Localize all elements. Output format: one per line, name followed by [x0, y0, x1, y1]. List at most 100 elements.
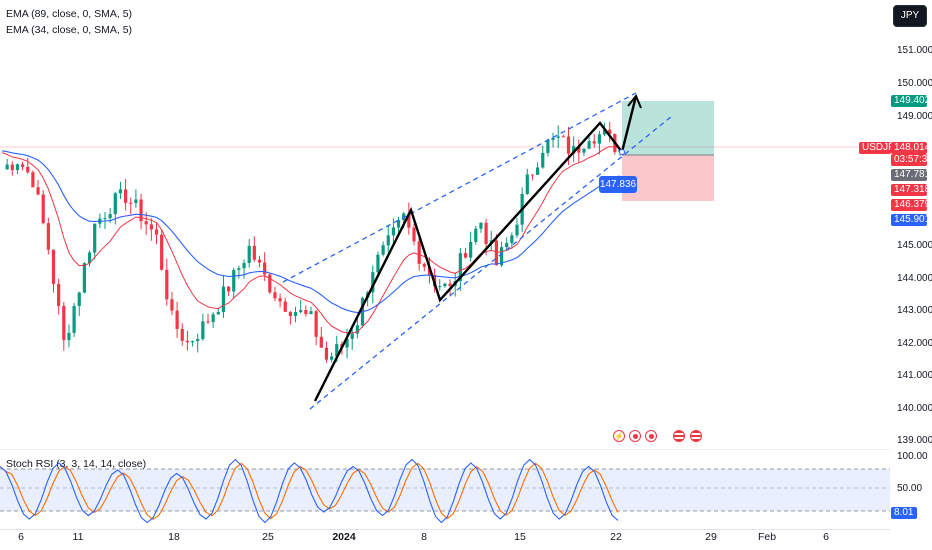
last-price-label: 148.014: [891, 142, 930, 154]
candle-body: [124, 189, 128, 203]
candle-body: [458, 253, 462, 281]
candle-body: [93, 223, 97, 253]
us-flag-event-icon[interactable]: [673, 430, 685, 442]
price-tick: 139.000: [897, 435, 932, 446]
price-tick: 142.000: [897, 338, 932, 349]
stoch-rsi-pane[interactable]: [0, 450, 890, 530]
ema34-legend[interactable]: EMA (34, close, 0, SMA, 5): [6, 24, 133, 36]
candle-body: [36, 187, 40, 195]
candle-body: [62, 305, 66, 341]
flash-event-icon[interactable]: ⚡: [613, 430, 625, 442]
price-tick: 150.000: [897, 78, 932, 89]
candle-body: [371, 272, 375, 293]
candle-body: [422, 263, 426, 267]
candle-body: [469, 241, 473, 258]
ema34-price-label: 147.318: [891, 184, 930, 196]
candle-body: [319, 336, 323, 348]
candle-body: [257, 259, 262, 263]
candle-body: [443, 283, 447, 287]
candle-body: [216, 312, 220, 315]
price-tick: 140.000: [897, 403, 932, 414]
candle-body: [525, 174, 529, 194]
candle-body: [268, 274, 272, 293]
candle-body: [330, 356, 334, 360]
candle-body: [293, 312, 298, 316]
candle-body: [417, 241, 421, 264]
wave-projection: [313, 95, 638, 402]
price-chart[interactable]: [0, 0, 890, 450]
candle-body: [602, 129, 607, 135]
us-flag-event-icon[interactable]: [690, 430, 702, 442]
candle-body: [510, 235, 514, 243]
stoch-tick: 50.00: [897, 483, 923, 494]
time-tick: 6: [823, 531, 829, 543]
candle-body: [587, 141, 591, 149]
candle-body: [108, 214, 112, 219]
candle-body: [335, 344, 339, 357]
candle-body: [314, 311, 318, 337]
candles-group: [5, 121, 622, 363]
candle-body: [463, 253, 468, 258]
target-price-label: 149.402: [891, 95, 930, 107]
price-tick: 141.000: [897, 370, 932, 381]
candle-body: [46, 223, 50, 250]
candle-body: [170, 299, 174, 311]
candle-body: [57, 283, 61, 306]
time-tick: 8: [421, 531, 427, 543]
candle-body: [129, 202, 133, 204]
candle-body: [396, 220, 401, 228]
stoch-legend[interactable]: Stoch RSI (3, 3, 14, 14, close): [6, 458, 147, 470]
time-tick: 11: [72, 531, 84, 543]
candle-body: [407, 213, 411, 228]
stop-price-label: 146.379: [891, 199, 930, 211]
currency-button[interactable]: JPY: [893, 5, 927, 27]
candle-body: [211, 314, 215, 323]
price-tick: 149.000: [897, 111, 932, 122]
candle-body: [412, 227, 416, 242]
price-tick: 145.000: [897, 240, 932, 251]
candle-body: [386, 235, 390, 246]
candle-body: [237, 268, 241, 270]
candle-body: [541, 152, 545, 168]
wave-arrowhead: [627, 94, 642, 109]
event-dot-icon[interactable]: [629, 430, 641, 442]
candle-body: [515, 224, 519, 236]
time-tick: 29: [705, 531, 717, 543]
stoch-value-label: 8.01: [891, 507, 917, 519]
candle-body: [165, 269, 169, 300]
candle-body: [87, 252, 92, 264]
candle-body: [82, 263, 86, 293]
candle-body: [227, 286, 231, 292]
ema89-legend[interactable]: EMA (89, close, 0, SMA, 5): [6, 8, 133, 20]
price-tick: 151.000: [897, 45, 932, 56]
time-tick: Feb: [757, 531, 777, 543]
candle-body: [160, 234, 164, 270]
candle-body: [154, 229, 159, 235]
candle-body: [232, 269, 236, 292]
candle-body: [103, 218, 107, 220]
candle-body: [592, 141, 596, 144]
candle-body: [350, 333, 354, 339]
candle-body: [10, 164, 14, 171]
candle-body: [582, 148, 586, 153]
candle-body: [484, 222, 488, 244]
candle-body: [299, 310, 303, 313]
candle-body: [26, 166, 30, 173]
price-tick: 144.000: [897, 273, 932, 284]
event-dot-icon[interactable]: [645, 430, 657, 442]
candle-body: [134, 199, 138, 204]
candle-body: [479, 222, 483, 229]
candle-body: [5, 164, 9, 170]
entry-price-label[interactable]: 147.836: [599, 176, 637, 193]
ema34-line: [1, 145, 621, 334]
time-tick: 6: [18, 531, 24, 543]
candle-body: [252, 245, 256, 260]
candle-body: [530, 174, 535, 176]
candle-body: [149, 224, 153, 230]
gray-price-label: 147.781: [891, 169, 930, 181]
candle-body: [283, 301, 287, 312]
candle-body: [577, 146, 581, 153]
candle-body: [21, 164, 25, 167]
candle-body: [247, 245, 251, 263]
ema89-price-label: 145.901: [891, 214, 930, 226]
